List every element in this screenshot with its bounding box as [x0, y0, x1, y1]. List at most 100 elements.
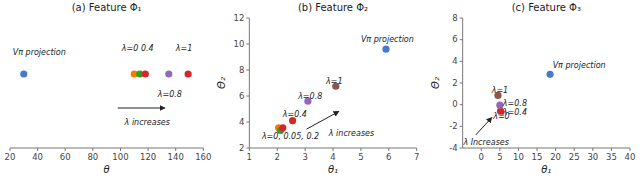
y-label: Θ₂ [430, 77, 441, 89]
y-tick [460, 18, 463, 19]
annotation: λ Increases [462, 138, 508, 147]
point [279, 124, 286, 131]
annotation: λ=0.8 [297, 92, 322, 101]
point [165, 70, 172, 77]
x-tick-label: 140 [168, 152, 184, 162]
x-tick [574, 148, 575, 151]
y-tick [246, 70, 249, 71]
x-tick-label: 20 [5, 152, 16, 162]
marks [275, 46, 390, 134]
y-tick-label: 4 [239, 117, 244, 127]
marks [20, 70, 192, 77]
annotation: Vπ projection [361, 35, 414, 44]
x-label: θ [104, 164, 110, 175]
annotation: λ=0 [492, 112, 510, 121]
x-label: θ₁ [541, 164, 551, 175]
y-tick-label: 6 [239, 91, 244, 101]
x-tick-label: 7 [414, 152, 419, 162]
x-tick-label: 4 [330, 152, 335, 162]
y-tick [246, 122, 249, 123]
annotation: λ=1 [325, 77, 343, 86]
x-tick [277, 148, 278, 151]
x-tick [175, 148, 176, 151]
x-tick-label: 160 [195, 152, 211, 162]
y-tick [246, 44, 249, 45]
x-tick-label: 40 [625, 152, 636, 162]
x-label: θ₁ [328, 164, 338, 175]
x-tick [120, 148, 121, 151]
x-axis [10, 148, 203, 149]
x-tick [630, 148, 631, 151]
y-tick [246, 96, 249, 97]
x-tick [537, 148, 538, 151]
y-axis [249, 18, 250, 148]
x-tick [388, 148, 389, 151]
figure: (a) Feature Φ₁20406080100120140160θVπ pr… [0, 0, 640, 178]
annotation: λ=0 0.4 [121, 44, 154, 53]
y-tick-label: 0 [452, 99, 457, 109]
annotation-arrow [118, 108, 165, 109]
x-tick [592, 148, 593, 151]
x-tick-label: 40 [32, 152, 43, 162]
x-tick [92, 148, 93, 151]
x-tick [518, 148, 519, 151]
annotation-arrow [307, 112, 339, 130]
x-tick [611, 148, 612, 151]
x-tick [65, 148, 66, 151]
x-tick-label: 100 [112, 152, 128, 162]
title: (b) Feature Φ₂ [298, 2, 368, 13]
point [142, 70, 149, 77]
annotation-arrow [476, 118, 492, 135]
x-axis [463, 148, 630, 149]
x-tick [305, 148, 306, 151]
x-tick-label: 80 [87, 152, 98, 162]
annotation: λ=0.4 [282, 110, 307, 119]
panel: (a) Feature Φ₁20406080100120140160θVπ pr… [5, 2, 212, 175]
x-tick-label: 0 [479, 152, 484, 162]
y-tick [246, 148, 249, 149]
y-tick [460, 61, 463, 62]
annotation: Vπ projection [553, 61, 606, 70]
x-tick-label: 10 [513, 152, 524, 162]
y-tick-label: -2 [449, 121, 457, 131]
x-tick-label: 5 [497, 152, 502, 162]
x-tick [360, 148, 361, 151]
y-tick-label: 10 [234, 39, 245, 49]
y-label: Θ₂ [216, 77, 227, 89]
y-tick-label: 2 [239, 143, 244, 153]
x-tick [37, 148, 38, 151]
annotation: λ=0.8 [157, 90, 182, 99]
title: (a) Feature Φ₁ [72, 2, 142, 13]
x-tick-label: 6 [386, 152, 391, 162]
x-tick-label: 15 [532, 152, 543, 162]
x-tick-label: 20 [550, 152, 561, 162]
panel: (b) Feature Φ₂1234567θ₁24681012Θ₂Vπ proj… [216, 2, 419, 175]
x-tick-label: 60 [60, 152, 71, 162]
x-tick-label: 2 [275, 152, 280, 162]
x-tick-label: 35 [606, 152, 617, 162]
annotation: λ=1 [491, 86, 509, 95]
x-tick-label: 25 [569, 152, 580, 162]
x-tick [416, 148, 417, 151]
x-tick [499, 148, 500, 151]
x-tick-label: 30 [587, 152, 598, 162]
point [546, 71, 553, 78]
y-tick-label: 4 [452, 56, 457, 66]
point [20, 70, 27, 77]
y-tick [460, 39, 463, 40]
y-tick-label: 6 [452, 34, 457, 44]
annotation: Vπ projection [13, 48, 66, 57]
y-tick [246, 18, 249, 19]
y-tick [460, 148, 463, 149]
y-tick [460, 126, 463, 127]
x-tick [203, 148, 204, 151]
x-tick [333, 148, 334, 151]
y-tick [460, 83, 463, 84]
y-tick-label: 12 [234, 13, 245, 23]
y-tick-label: 8 [239, 65, 244, 75]
annotation: λ increases [328, 129, 374, 138]
y-tick-label: 8 [452, 13, 457, 23]
x-tick [148, 148, 149, 151]
y-tick-label: -4 [449, 143, 457, 153]
point [185, 70, 192, 77]
